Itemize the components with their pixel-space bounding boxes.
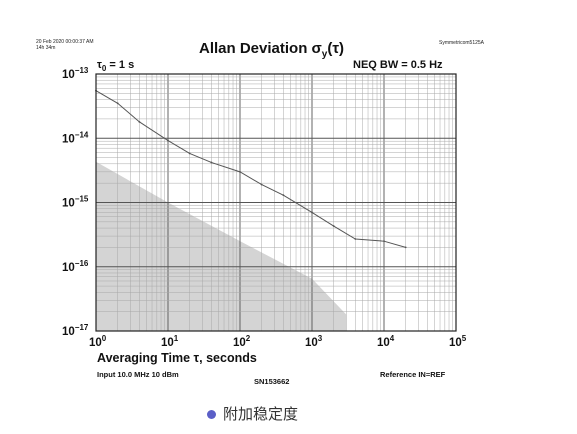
chart-title-text: Allan Deviation [199, 40, 312, 57]
tau0-label: τ0 = 1 s [97, 59, 134, 73]
noise-floor-polygon [96, 161, 347, 331]
series-polyline [95, 90, 406, 248]
x-tick-labels: 100 101 102 103 104 105 [89, 334, 467, 349]
timestamp-line-2: 14h 34m [36, 45, 56, 51]
x-axis-label: Averaging Time τ, seconds [97, 351, 257, 365]
data-point [167, 139, 169, 142]
data-point [239, 170, 241, 173]
reference-info: Reference IN=REF [380, 370, 446, 379]
tau0-symbol: τ [97, 59, 102, 71]
x-tick-label: 102 [233, 334, 251, 349]
data-point [116, 102, 119, 105]
timestamp: 20 Feb 2020 00:00:37 AM 14h 34m [36, 39, 94, 51]
tau0-subscript: 0 [101, 64, 107, 74]
chart-title-tau: (τ) [327, 40, 345, 57]
input-info: Input 10.0 MHz 10 dBm [97, 370, 179, 379]
bullet-icon [207, 410, 216, 419]
x-tick-label: 100 [89, 334, 107, 349]
y-tick-labels: 10−13 10−14 10−15 10−16 10−17 [62, 66, 89, 338]
y-tick-label: 10−16 [62, 259, 89, 274]
grid [96, 74, 456, 331]
x-tick-label: 105 [449, 334, 467, 349]
data-point [311, 211, 313, 214]
bandwidth-label: NEQ BW = 0.5 Hz [353, 59, 443, 71]
y-tick-label: 10−17 [62, 323, 89, 338]
caption-text: 附加稳定度 [223, 406, 299, 423]
noise-floor-area [96, 161, 347, 331]
x-tick-label: 101 [161, 334, 179, 349]
plot-frame [95, 73, 457, 332]
instrument-name: Symmetricom5125A [439, 40, 485, 46]
data-point [383, 240, 385, 243]
data-point [188, 152, 191, 155]
data-point [332, 225, 335, 227]
data-point [404, 246, 407, 249]
data-point [354, 238, 357, 240]
y-tick-label: 10−14 [62, 130, 89, 145]
data-point [210, 161, 213, 164]
x-tick-label: 104 [377, 334, 395, 349]
timestamp-line-1: 20 Feb 2020 00:00:37 AM [36, 39, 94, 45]
y-tick-label: 10−15 [62, 195, 89, 210]
chart-title-sigma: σ [311, 40, 322, 57]
data-point [282, 194, 285, 197]
data-point [260, 183, 263, 186]
x-tick-label: 103 [305, 334, 323, 349]
tau0-value: = 1 s [106, 59, 135, 71]
y-tick-label: 10−13 [62, 66, 89, 81]
chart-title-subscript: y [321, 49, 328, 60]
chart-title: Allan Deviation σy(τ) [199, 40, 344, 60]
plot-border [95, 73, 457, 332]
data-point [138, 120, 141, 123]
serial-number: SN153662 [254, 377, 290, 386]
